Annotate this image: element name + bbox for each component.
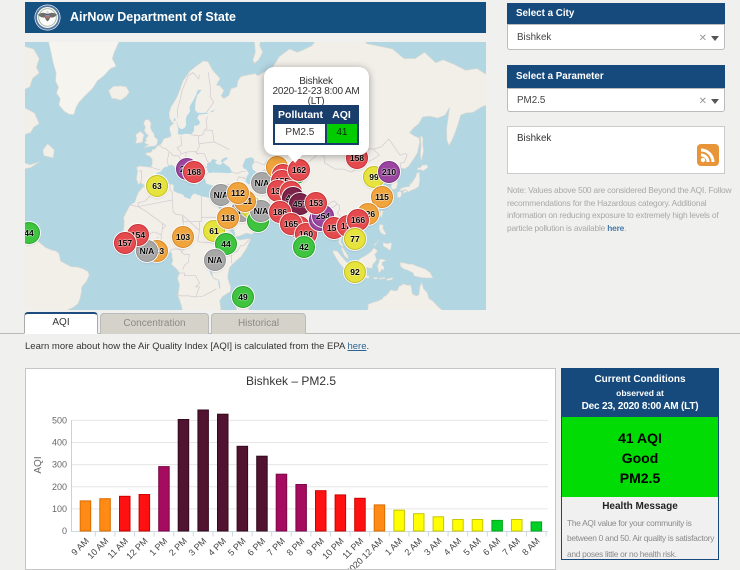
svg-text:3 AM: 3 AM [422,536,444,558]
svg-text:400: 400 [52,438,67,448]
svg-text:AQI: AQI [33,456,44,473]
svg-text:1 AM: 1 AM [383,536,405,558]
svg-text:3 PM: 3 PM [187,536,209,558]
svg-text:1 PM: 1 PM [147,536,169,558]
svg-text:5 AM: 5 AM [461,536,483,558]
svg-text:8 PM: 8 PM [285,536,307,558]
svg-text:200: 200 [52,482,67,492]
svg-text:10 AM: 10 AM [85,536,110,561]
svg-text:12 PM: 12 PM [124,536,149,561]
svg-text:300: 300 [52,460,67,470]
svg-text:7 AM: 7 AM [501,536,523,558]
svg-text:6 PM: 6 PM [245,536,267,558]
svg-text:500: 500 [52,415,67,425]
svg-text:2 PM: 2 PM [167,536,189,558]
svg-text:10 PM: 10 PM [320,536,345,561]
svg-text:7 PM: 7 PM [265,536,287,558]
svg-text:2 AM: 2 AM [403,536,425,558]
svg-text:100: 100 [52,504,67,514]
svg-text:Bishkek – PM2.5: Bishkek – PM2.5 [246,374,336,388]
svg-text:6 AM: 6 AM [481,536,503,558]
svg-text:4 PM: 4 PM [206,536,228,558]
svg-text:0: 0 [62,526,67,536]
svg-text:8 AM: 8 AM [520,536,542,558]
svg-text:5 PM: 5 PM [226,536,248,558]
svg-text:4 AM: 4 AM [442,536,464,558]
